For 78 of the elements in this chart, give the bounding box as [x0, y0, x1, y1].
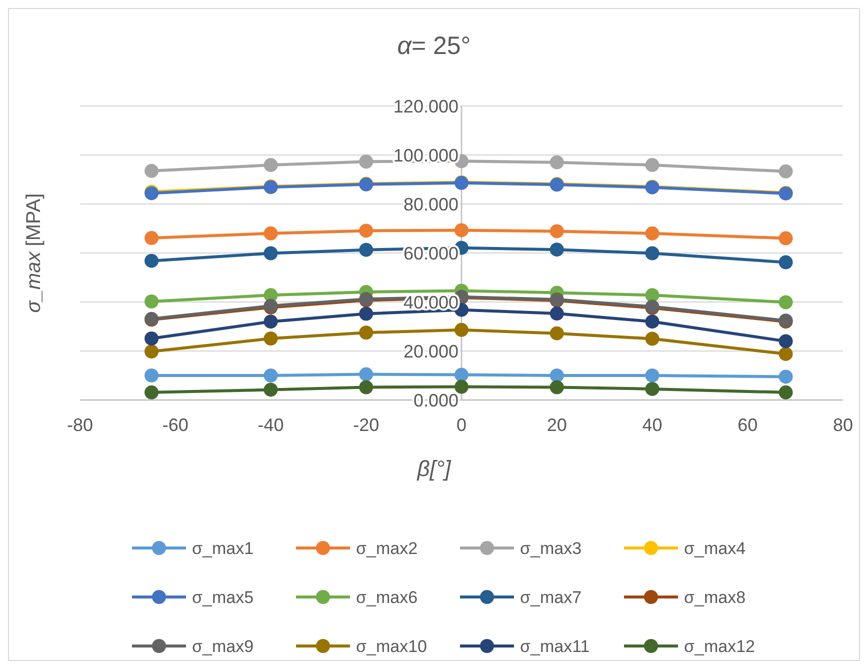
x-tick-label: 0 — [456, 415, 467, 435]
y-tick-label: 80.000 — [403, 194, 458, 214]
point — [645, 332, 660, 346]
x-tick-label: 60 — [738, 415, 758, 435]
point — [144, 254, 159, 268]
point — [454, 223, 468, 238]
point — [778, 255, 793, 270]
point — [778, 164, 793, 178]
point — [454, 380, 468, 394]
x-tick-label: -60 — [162, 415, 188, 435]
point — [264, 332, 278, 346]
point — [144, 368, 159, 382]
point — [144, 294, 159, 309]
point — [144, 164, 159, 178]
y-axis-title: σ_max [MPA] — [23, 193, 45, 313]
point — [454, 322, 468, 337]
y-tick-label: 100.000 — [393, 145, 458, 166]
point — [778, 385, 793, 400]
point — [645, 158, 660, 172]
point — [264, 246, 278, 260]
point — [550, 306, 564, 321]
legend-label: σ_max3 — [520, 538, 582, 558]
x-tick-label: -80 — [66, 415, 94, 435]
point — [264, 314, 278, 329]
legend-label: σ_max1 — [192, 538, 254, 558]
point — [550, 326, 564, 340]
point — [144, 332, 159, 346]
x-tick-label: -20 — [353, 415, 380, 435]
point — [550, 242, 564, 257]
point — [645, 382, 660, 396]
point — [264, 226, 278, 240]
point — [645, 314, 660, 329]
legend-label: σ_max4 — [684, 538, 746, 558]
legend-label: σ_max12 — [684, 636, 755, 656]
point — [778, 370, 793, 384]
point — [144, 344, 159, 358]
y-tick-label: 20.000 — [403, 341, 458, 362]
legend-label: σ_max5 — [192, 588, 254, 607]
point — [645, 226, 660, 240]
y-tick-label: 120.000 — [393, 96, 458, 116]
point — [645, 368, 660, 382]
point — [359, 380, 374, 394]
point — [359, 154, 374, 169]
legend-label: σ_max8 — [684, 588, 746, 607]
legend-label: σ_max10 — [356, 636, 427, 656]
point — [264, 382, 278, 397]
x-tick-label: -40 — [258, 415, 284, 435]
point — [550, 224, 564, 238]
point — [550, 155, 564, 170]
x-tick-label: 80 — [832, 415, 854, 435]
point — [144, 385, 159, 400]
y-tick-label: 0.000 — [413, 390, 458, 410]
point — [645, 288, 660, 302]
point — [359, 242, 374, 257]
legend-label: σ_max6 — [356, 588, 418, 607]
point — [550, 368, 564, 382]
point — [778, 346, 793, 361]
legend-label: σ_max2 — [356, 538, 418, 558]
point — [550, 380, 564, 394]
point — [264, 368, 278, 382]
point — [264, 158, 278, 172]
point — [454, 368, 468, 382]
point — [359, 224, 374, 238]
point — [778, 231, 793, 246]
point — [645, 246, 660, 260]
point — [359, 367, 374, 382]
chart-title: α= 25° — [397, 32, 471, 60]
point — [778, 295, 793, 310]
point — [359, 326, 374, 340]
x-tick-label: 20 — [546, 415, 567, 435]
legend-label: σ_max9 — [192, 636, 254, 656]
x-tick-label: 40 — [642, 415, 662, 435]
x-axis-title: β[°] — [416, 456, 452, 481]
legend-label: σ_max7 — [520, 588, 582, 607]
point — [778, 334, 793, 348]
point — [144, 231, 159, 246]
legend-label: σ_max11 — [520, 636, 590, 656]
point — [359, 306, 374, 321]
